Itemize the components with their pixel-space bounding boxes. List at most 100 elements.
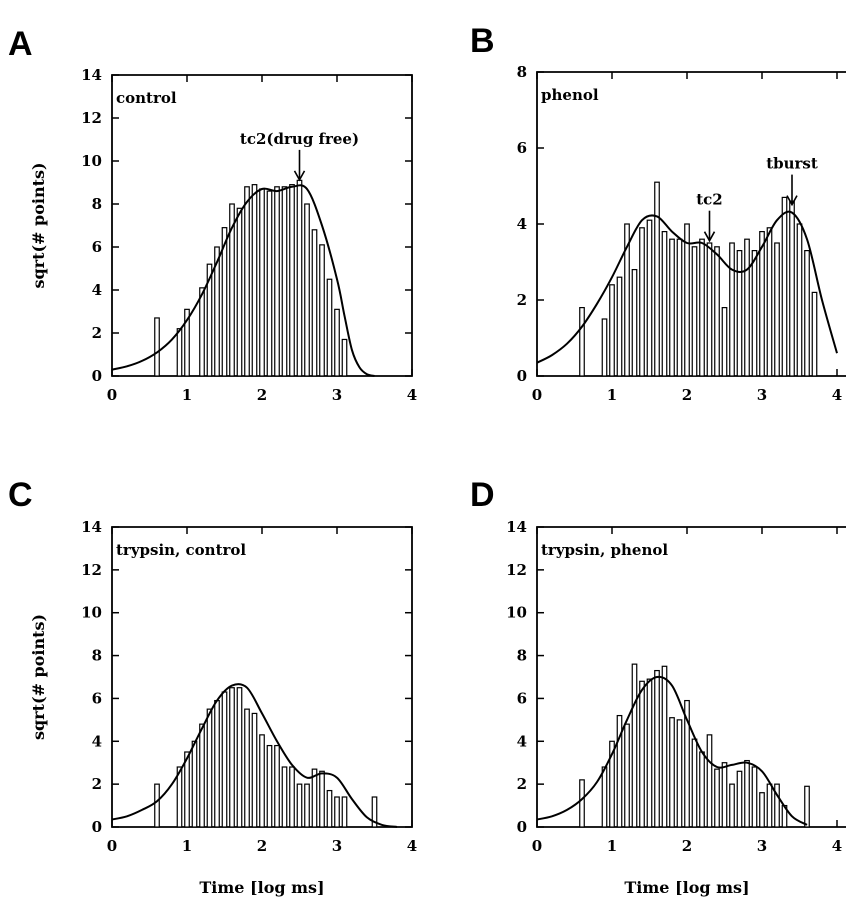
histogram-bar xyxy=(214,246,220,377)
histogram-bar xyxy=(296,783,303,828)
histogram-bar xyxy=(661,231,668,377)
histogram-bar xyxy=(251,184,258,377)
x-tick-label: 3 xyxy=(757,837,767,855)
panel-b: B 0 2 4 6 8 0 1 2 3 4 phenol tc2 tburst xyxy=(470,22,846,404)
histogram-bar xyxy=(236,687,243,828)
annotation-arrow-head xyxy=(786,195,798,207)
histogram-bar xyxy=(654,669,660,828)
y-tick-label: 10 xyxy=(81,152,102,170)
histogram-bar xyxy=(199,287,205,377)
y-tick-label: 8 xyxy=(517,63,527,81)
y-tick-label: 4 xyxy=(92,281,102,299)
y-tick-label: 12 xyxy=(81,561,102,579)
histogram-bar xyxy=(199,723,205,828)
histogram-bar xyxy=(154,783,160,828)
x-tick-label: 4 xyxy=(832,837,842,855)
x-tick-label: 2 xyxy=(257,386,267,404)
y-tick-label: 2 xyxy=(92,324,102,342)
y-tick-label: 8 xyxy=(92,647,102,665)
histogram-bar xyxy=(721,762,728,828)
y-tick-label: 0 xyxy=(92,818,102,836)
x-tick-label: 4 xyxy=(407,837,417,855)
histogram-bar xyxy=(281,186,288,377)
histogram-bar xyxy=(259,188,265,377)
x-axis-title: Time [log ms] xyxy=(624,878,749,897)
histogram-bar xyxy=(281,766,288,828)
histogram-bar xyxy=(579,307,585,377)
histogram-bar xyxy=(229,203,235,377)
fit-curve xyxy=(111,683,398,828)
histogram-bar xyxy=(274,186,280,377)
histogram-bar xyxy=(624,723,630,828)
histogram-bar xyxy=(579,779,585,828)
x-tick-label: 4 xyxy=(407,386,417,404)
histogram-bar xyxy=(229,687,235,828)
histogram-bar xyxy=(766,227,773,377)
annotation-label: tc2 xyxy=(696,191,723,209)
histogram-bar xyxy=(184,308,190,377)
histogram-bar xyxy=(729,783,735,828)
histogram-bar xyxy=(221,227,228,377)
panel-letter: D xyxy=(470,476,495,514)
histogram-bar xyxy=(259,734,265,828)
y-tick-label: 6 xyxy=(92,238,102,256)
x-tick-label: 1 xyxy=(182,386,192,404)
x-tick-label: 0 xyxy=(107,386,117,404)
histogram-bar xyxy=(691,246,698,377)
panel-label: trypsin, control xyxy=(116,541,246,559)
y-axis-title: sqrt(# points) xyxy=(29,162,48,288)
x-tick-label: 1 xyxy=(607,837,617,855)
histogram-bar xyxy=(176,766,183,828)
histogram-bar xyxy=(781,196,788,377)
y-tick-label: 10 xyxy=(506,604,527,622)
y-tick-label: 4 xyxy=(92,732,102,750)
y-axis-title: sqrt(# points) xyxy=(29,614,48,740)
histogram-bar xyxy=(251,712,258,828)
histogram-bar xyxy=(706,242,713,377)
histogram-bar xyxy=(304,783,310,828)
histogram-bar xyxy=(191,740,198,828)
y-tick-label: 0 xyxy=(92,367,102,385)
histogram-bar xyxy=(654,181,660,377)
histogram-bar xyxy=(796,223,803,377)
histogram-bar xyxy=(244,186,250,377)
panel-label: phenol xyxy=(541,86,599,104)
histogram-bar xyxy=(684,699,690,828)
histogram-bar xyxy=(676,719,683,828)
y-tick-label: 14 xyxy=(81,66,102,84)
fit-curve xyxy=(536,675,808,826)
histogram-bar xyxy=(319,770,325,828)
y-tick-label: 6 xyxy=(92,689,102,707)
annotation-arrow-head xyxy=(293,170,306,182)
x-tick-label: 0 xyxy=(107,837,117,855)
histogram-bar xyxy=(706,734,713,828)
histogram-bar xyxy=(311,768,318,828)
histogram-bar xyxy=(736,770,743,828)
histogram-bar xyxy=(721,307,728,377)
histogram-bar xyxy=(341,338,348,377)
histogram-bar xyxy=(759,792,765,828)
histogram-bar xyxy=(624,223,630,377)
x-tick-label: 4 xyxy=(832,386,842,404)
annotation-label: tc2(drug free) xyxy=(240,130,359,148)
plot-frame xyxy=(536,526,846,828)
y-tick-label: 2 xyxy=(517,775,527,793)
y-tick-label: 12 xyxy=(506,561,527,579)
histogram-bar xyxy=(334,796,340,828)
y-tick-label: 0 xyxy=(517,818,527,836)
y-tick-label: 6 xyxy=(517,689,527,707)
histogram-bar xyxy=(744,759,750,828)
y-tick-label: 8 xyxy=(517,647,527,665)
fit-curve xyxy=(111,184,375,377)
x-tick-label: 1 xyxy=(182,837,192,855)
histogram-bar xyxy=(214,699,220,828)
histogram-bar xyxy=(661,665,668,828)
annotation-arrow-head xyxy=(703,231,716,243)
histogram-bar xyxy=(371,796,378,828)
histogram-bar xyxy=(296,179,303,377)
histogram-bar xyxy=(236,207,243,377)
histogram-bar xyxy=(811,291,818,377)
